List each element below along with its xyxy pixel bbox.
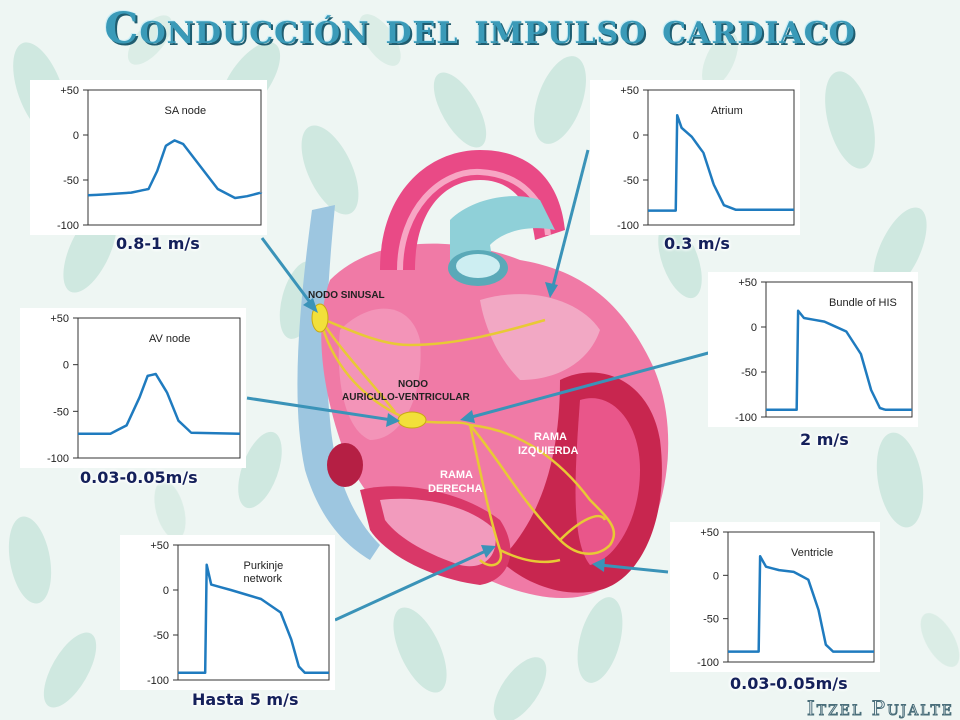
coronary-sinus <box>327 443 363 487</box>
y-tick-label: -50 <box>741 367 757 379</box>
label-rama-izq-1: RAMA <box>534 431 567 443</box>
action-potential-trace <box>648 113 794 212</box>
chart-bundle-his: +50 0 -50 -100 Bundle of HIS <box>735 277 913 424</box>
action-potential-trace <box>728 555 874 653</box>
y-tick-label: -50 <box>63 175 79 187</box>
speed-purkinje: Hasta 5 m/s <box>192 690 299 709</box>
panel-title: Ventricle <box>791 547 833 559</box>
page-title: Conducción del impulso cardiaco <box>104 4 856 54</box>
panel-title: AV node <box>149 333 190 345</box>
panel-ventricle: +50 0 -50 -100 Ventricle <box>670 522 880 672</box>
panel-sa-node: +50 0 -50 -100 SA node <box>30 80 267 235</box>
panel-bundle-his: +50 0 -50 -100 Bundle of HIS <box>708 272 918 427</box>
chart-ventricle: +50 0 -50 -100 Ventricle <box>697 527 875 669</box>
right-ventricle-inner <box>380 498 496 567</box>
plot-frame <box>87 89 262 226</box>
y-tick-label: -100 <box>57 220 79 232</box>
panel-subtitle: network <box>244 573 283 585</box>
y-tick-label: 0 <box>163 585 169 597</box>
y-tick-label: +50 <box>738 277 757 289</box>
y-tick-label: 0 <box>63 360 69 372</box>
left-atrium <box>480 294 600 380</box>
y-tick-label: -100 <box>735 412 757 424</box>
right-atrium <box>338 308 421 440</box>
plot-frame <box>727 531 875 663</box>
y-tick-label: 0 <box>73 130 79 142</box>
y-tick-label: +50 <box>60 85 79 97</box>
label-nodo-av-2: AURICULO-VENTRICULAR <box>342 392 471 403</box>
action-potential-trace <box>766 309 912 412</box>
pointer-arrows <box>246 149 713 622</box>
left-ventricle-inner <box>575 398 640 565</box>
label-rama-der-2: DERECHA <box>428 483 482 495</box>
y-tick-label: 0 <box>633 130 639 142</box>
y-tick-label: -100 <box>47 453 69 465</box>
panel-title: SA node <box>165 105 207 117</box>
y-tick-label: -100 <box>617 220 639 232</box>
panel-title: Purkinje <box>244 560 284 572</box>
y-tick-label: -100 <box>697 657 719 669</box>
action-potential-trace <box>178 563 329 675</box>
action-potential-trace <box>87 139 262 200</box>
y-tick-label: -50 <box>623 175 639 187</box>
speed-atrium: 0.3 m/s <box>664 234 730 253</box>
y-tick-label: +50 <box>700 527 719 539</box>
action-potential-trace <box>77 372 241 435</box>
chart-sa-node: +50 0 -50 -100 SA node <box>57 85 262 232</box>
panel-title: Bundle of HIS <box>829 297 897 309</box>
y-tick-label: +50 <box>50 313 69 325</box>
chart-atrium: +50 0 -50 -100 Atrium <box>617 85 795 232</box>
label-rama-der-1: RAMA <box>440 469 473 481</box>
plot-frame <box>765 281 913 418</box>
y-tick-label: +50 <box>150 540 169 552</box>
plot-frame <box>647 89 795 226</box>
panel-av-node: +50 0 -50 -100 AV node <box>20 308 246 468</box>
y-tick-label: 0 <box>751 322 757 334</box>
y-tick-label: +50 <box>620 85 639 97</box>
speed-sa-node: 0.8-1 m/s <box>116 234 200 253</box>
av-node-marker <box>397 411 427 429</box>
speed-ventricle: 0.03-0.05m/s <box>730 674 848 693</box>
panel-atrium: +50 0 -50 -100 Atrium <box>590 80 800 235</box>
y-tick-label: -50 <box>53 406 69 418</box>
vena-cava <box>297 205 380 560</box>
speed-av-node: 0.03-0.05m/s <box>80 468 198 487</box>
y-tick-label: -50 <box>703 614 719 626</box>
author-signature: Itzel Pujalte <box>806 696 954 720</box>
label-nodo-sinusal: NODO SINUSAL <box>308 290 385 301</box>
y-tick-label: -50 <box>153 630 169 642</box>
y-tick-label: 0 <box>713 570 719 582</box>
chart-av-node: +50 0 -50 -100 AV node <box>47 313 241 465</box>
label-nodo-av-1: NODO <box>398 379 428 390</box>
aorta <box>380 150 565 270</box>
panel-title: Atrium <box>711 105 743 117</box>
panel-purkinje: +50 0 -50 -100 Purkinje network <box>120 535 335 690</box>
y-tick-label: -100 <box>147 675 169 687</box>
plot-frame <box>177 544 330 681</box>
conduction-pathways <box>318 316 616 567</box>
speed-bundle-his: 2 m/s <box>800 430 849 449</box>
label-rama-izq-2: IZQUIERDA <box>518 445 579 457</box>
